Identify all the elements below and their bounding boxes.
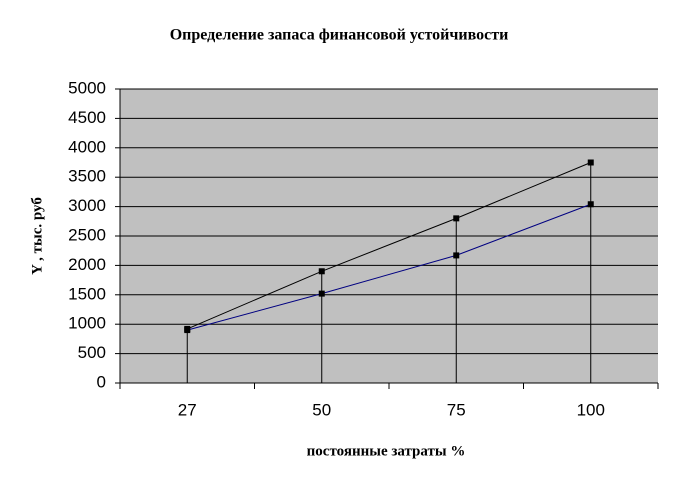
y-axis-label: Y , тыс. руб [29, 197, 45, 275]
marker [587, 201, 594, 208]
y-tick-label: 4500 [68, 108, 106, 127]
marker [318, 290, 325, 297]
marker [453, 215, 460, 222]
y-tick-label: 1000 [68, 314, 106, 333]
y-tick-label: 2000 [68, 255, 106, 274]
x-axis-label: постоянные затраты % [307, 443, 466, 459]
x-tick-label: 27 [178, 400, 197, 419]
chart-title: Определение запаса финансовой устойчивос… [170, 27, 509, 44]
series-line [187, 203, 591, 331]
y-tick-label: 500 [78, 343, 106, 362]
y-tick-label: 0 [97, 372, 106, 391]
y-tick-label: 2500 [68, 225, 106, 244]
x-tick-label: 50 [312, 400, 331, 419]
marker [587, 159, 594, 166]
y-tick-label: 3000 [68, 196, 106, 215]
series-line [187, 162, 591, 330]
marker [318, 268, 325, 275]
marker [184, 327, 191, 334]
x-tick-label: 75 [447, 400, 466, 419]
y-tick-label: 3500 [68, 167, 106, 186]
y-tick-label: 4000 [68, 137, 106, 156]
y-tick-label: 5000 [68, 78, 106, 97]
y-tick-label: 1500 [68, 284, 106, 303]
marker [453, 252, 460, 259]
x-tick-label: 100 [577, 400, 605, 419]
